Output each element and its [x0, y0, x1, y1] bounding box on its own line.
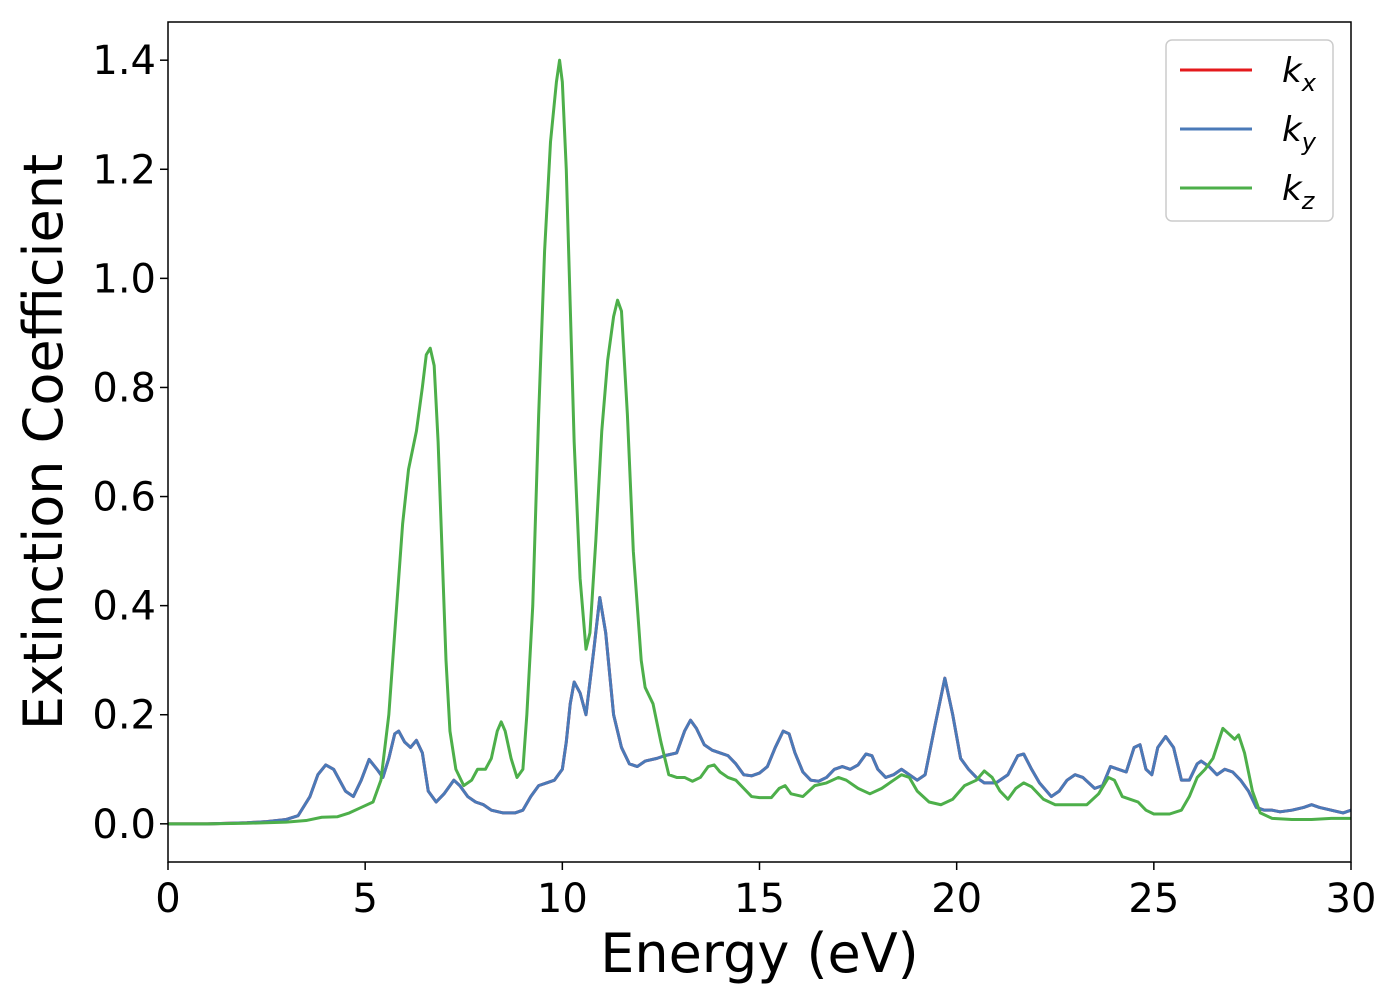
y-axis-ticks: 0.0 0.2 0.4 0.6 0.8 1.0 1.2 1.4 [92, 38, 168, 848]
y-tick-label: 1.2 [92, 147, 156, 193]
x-tick-label: 25 [1128, 876, 1179, 922]
x-tick-label: 0 [155, 876, 180, 922]
x-tick-label: 15 [734, 876, 785, 922]
x-tick-label: 5 [352, 876, 377, 922]
y-tick-label: 0.2 [92, 693, 156, 739]
plot-area [168, 22, 1351, 862]
y-tick-label: 1.4 [92, 38, 156, 84]
series-layer [168, 58, 1351, 826]
legend-label-ky: ky [1282, 110, 1317, 156]
y-tick-label: 0.6 [92, 475, 156, 521]
y-axis-label: Extinction Coefficient [12, 154, 75, 730]
y-tick-label: 1.0 [92, 256, 156, 302]
y-tick-label: 0.4 [92, 584, 156, 630]
x-axis-label: Energy (eV) [600, 922, 919, 985]
legend: kx ky kz [1165, 39, 1334, 222]
x-tick-label: 20 [931, 876, 982, 922]
x-tick-label: 30 [1326, 876, 1377, 922]
series-line-ky [168, 595, 1351, 826]
legend-label-kz: kz [1282, 169, 1316, 215]
x-axis-ticks: 0 5 10 15 20 25 30 [155, 862, 1376, 922]
y-tick-label: 0.0 [92, 802, 156, 848]
series-line-kz [168, 58, 1351, 826]
y-tick-label: 0.8 [92, 365, 156, 411]
x-tick-label: 10 [537, 876, 588, 922]
legend-label-kx: kx [1282, 51, 1317, 97]
